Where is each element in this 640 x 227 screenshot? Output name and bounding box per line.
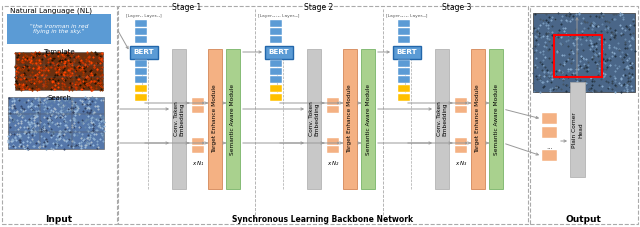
Bar [455, 98, 467, 105]
Text: Target Enhance Module: Target Enhance Module [212, 85, 218, 153]
Text: BERT: BERT [397, 49, 417, 55]
Bar [7, 14, 111, 44]
Bar [455, 138, 467, 145]
Bar [327, 98, 339, 105]
Text: Template: Template [43, 49, 75, 55]
Text: ...: ... [546, 144, 553, 150]
Bar [135, 35, 147, 42]
Bar [15, 52, 103, 90]
Bar [455, 146, 467, 153]
Text: BERT: BERT [269, 49, 289, 55]
Bar [135, 76, 147, 82]
Bar [398, 35, 410, 42]
Text: Natural Language (NL): Natural Language (NL) [10, 7, 92, 13]
Text: Input: Input [45, 215, 72, 224]
Text: Conv. Token
Embedding: Conv. Token Embedding [308, 102, 319, 136]
Bar [398, 27, 410, 35]
Text: Search: Search [47, 95, 71, 101]
Bar [327, 146, 339, 153]
Text: Stage 1: Stage 1 [172, 2, 201, 12]
Bar [398, 59, 410, 67]
Bar [398, 76, 410, 82]
Bar [172, 49, 186, 189]
Bar [118, 6, 528, 224]
Bar [270, 76, 282, 82]
Text: BERT: BERT [134, 49, 154, 55]
Text: Stage 2: Stage 2 [305, 2, 333, 12]
Bar [135, 67, 147, 74]
Bar [208, 49, 222, 189]
Bar [398, 94, 410, 101]
Bar [270, 59, 282, 67]
Text: Target Enhance Module: Target Enhance Module [348, 85, 353, 153]
Bar [489, 49, 503, 189]
Bar [361, 49, 375, 189]
Bar [130, 45, 158, 59]
Bar [533, 13, 635, 92]
Text: [Layerₙ₂₊₁, Layerₙ₃]: [Layerₙ₂₊₁, Layerₙ₃] [387, 14, 428, 18]
Bar [265, 45, 293, 59]
Bar [398, 84, 410, 91]
Bar [270, 35, 282, 42]
Bar [270, 20, 282, 27]
Bar [542, 150, 557, 161]
Bar [135, 59, 147, 67]
Text: Conv. Token
Embedding: Conv. Token Embedding [173, 102, 184, 136]
Text: "the ironman in red
flying in the sky.": "the ironman in red flying in the sky." [30, 24, 88, 35]
Text: Conv. Token
Embedding: Conv. Token Embedding [436, 102, 447, 136]
Bar [393, 45, 421, 59]
Text: [Layerₙ₁₊₁, Layerₙ₂]: [Layerₙ₁₊₁, Layerₙ₂] [259, 14, 300, 18]
Bar [343, 49, 357, 189]
Text: Semantic Aware Module: Semantic Aware Module [493, 84, 499, 155]
Text: Synchronous Learning Backbone Network: Synchronous Learning Backbone Network [232, 215, 413, 224]
Bar [398, 67, 410, 74]
Text: x N₃: x N₃ [455, 161, 467, 166]
Bar [135, 27, 147, 35]
Text: Target Enhance Module: Target Enhance Module [476, 85, 481, 153]
Text: Output: Output [565, 215, 601, 224]
Bar [542, 113, 557, 124]
Bar [192, 98, 204, 105]
Bar [435, 49, 449, 189]
Bar [455, 106, 467, 113]
Bar [192, 146, 204, 153]
Bar [542, 127, 557, 138]
Bar [398, 20, 410, 27]
Text: x N₁: x N₁ [192, 161, 204, 166]
Text: x N₂: x N₂ [327, 161, 339, 166]
Text: Plain Corner
Head: Plain Corner Head [572, 112, 583, 148]
Bar [554, 35, 602, 77]
Bar [2, 6, 117, 224]
Text: Semantic Aware Module: Semantic Aware Module [230, 84, 236, 155]
Bar [570, 82, 585, 177]
Bar [530, 6, 638, 224]
Bar [270, 27, 282, 35]
Bar [307, 49, 321, 189]
Bar [135, 20, 147, 27]
Bar [270, 84, 282, 91]
Bar [192, 106, 204, 113]
Bar [226, 49, 240, 189]
Text: [Layer₁, Layerₙ₁]: [Layer₁, Layerₙ₁] [126, 14, 162, 18]
Bar [8, 97, 104, 149]
Bar [270, 94, 282, 101]
Text: Stage 3: Stage 3 [442, 2, 471, 12]
Bar [471, 49, 485, 189]
Text: Semantic Aware Module: Semantic Aware Module [365, 84, 371, 155]
Bar [135, 94, 147, 101]
Bar [192, 138, 204, 145]
Bar [270, 67, 282, 74]
Bar [327, 138, 339, 145]
Bar [327, 106, 339, 113]
Bar [135, 84, 147, 91]
